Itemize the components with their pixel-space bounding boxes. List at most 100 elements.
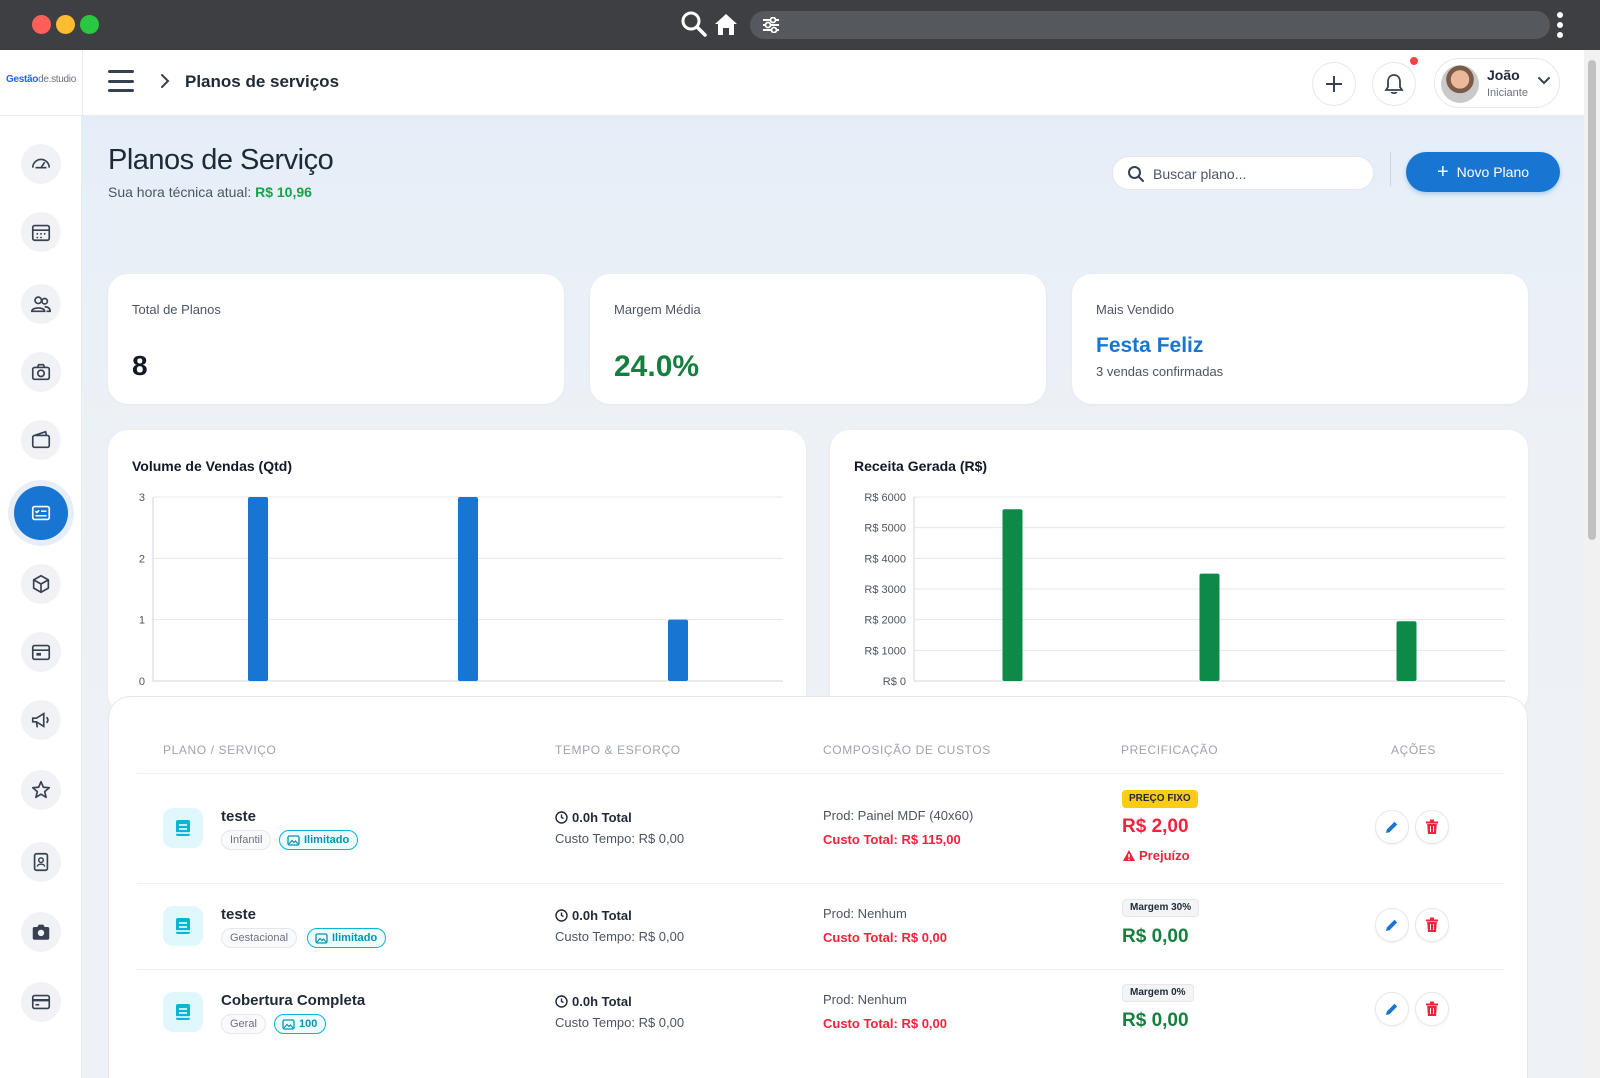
clock-icon xyxy=(555,909,568,922)
delete-button[interactable] xyxy=(1415,908,1449,942)
address-bar[interactable] xyxy=(750,11,1550,39)
trash-icon xyxy=(1426,917,1438,932)
price-value: R$ 0,00 xyxy=(1122,926,1189,947)
delete-button[interactable] xyxy=(1415,810,1449,844)
product-info: Prod: Nenhum xyxy=(823,992,907,1007)
product-info: Prod: Painel MDF (40x60) xyxy=(823,808,974,823)
pencil-icon xyxy=(1386,919,1398,931)
table-row[interactable]: teste Gestacional Ilimitado 0.0h Total C… xyxy=(137,883,1505,969)
sidebar-item-dashboard[interactable] xyxy=(21,144,61,184)
warning-icon xyxy=(1123,850,1135,861)
plus-icon: + xyxy=(1436,161,1449,183)
sidebar-item-gallery[interactable] xyxy=(21,912,61,952)
pricing-badge: Margem 0% xyxy=(1122,984,1194,1002)
browser-search-icon[interactable] xyxy=(680,10,708,38)
plan-book-icon xyxy=(163,808,203,848)
kpi-total-plans: Total de Planos 8 xyxy=(108,274,564,404)
price-value: R$ 2,00 xyxy=(1122,816,1189,837)
scrollbar-thumb[interactable] xyxy=(1588,60,1596,540)
sidebar-item-clients[interactable] xyxy=(21,284,61,324)
camera-filled-icon xyxy=(32,924,50,940)
plan-name: Cobertura Completa xyxy=(221,992,366,1009)
search-input[interactable] xyxy=(1153,163,1363,185)
new-plan-button[interactable]: + Novo Plano xyxy=(1406,152,1560,192)
sidebar-item-profile[interactable] xyxy=(21,842,61,882)
settings-sliders-icon[interactable] xyxy=(762,17,780,33)
credit-card-icon xyxy=(31,994,51,1010)
trash-icon xyxy=(1426,819,1438,834)
close-window-button[interactable] xyxy=(32,15,51,34)
sidebar-item-schedule[interactable] xyxy=(21,632,61,672)
kpi-label: Margem Média xyxy=(614,302,701,317)
image-icon xyxy=(282,1019,295,1030)
y-tick-label: 0 xyxy=(139,676,145,688)
table-row[interactable]: Cobertura Completa Geral 100 0.0h Total … xyxy=(137,969,1505,1055)
notification-dot xyxy=(1408,55,1420,67)
y-tick-label: R$ 0 xyxy=(883,676,906,688)
star-icon xyxy=(31,780,51,799)
minimize-window-button[interactable] xyxy=(56,15,75,34)
table-row[interactable]: teste Infantil Ilimitado 0.0h Total Cust… xyxy=(137,773,1505,883)
kpi-label: Total de Planos xyxy=(132,302,221,317)
col-header-time: TEMPO & ESFORÇO xyxy=(555,743,681,757)
y-tick-label: R$ 5000 xyxy=(864,523,906,535)
notifications-button[interactable] xyxy=(1372,62,1416,106)
col-header-actions: AÇÕES xyxy=(1391,743,1437,757)
kpi-best-seller-name[interactable]: Festa Feliz xyxy=(1096,334,1204,357)
delete-button[interactable] xyxy=(1415,992,1449,1026)
search-box[interactable] xyxy=(1112,156,1374,190)
sidebar-item-products[interactable] xyxy=(21,564,61,604)
header-divider xyxy=(1390,152,1391,186)
col-header-plan: PLANO / SERVIÇO xyxy=(163,743,277,757)
y-tick-label: R$ 4000 xyxy=(864,553,906,565)
sidebar-item-sessions[interactable] xyxy=(21,352,61,392)
revenue-plot: R$ 0 R$ 1000 R$ 2000 R$ 3000 R$ 4000 R$ 5000 R… xyxy=(864,492,1505,688)
page-scrollbar[interactable] xyxy=(1584,50,1600,1078)
camera-icon xyxy=(31,363,51,381)
schedule-icon xyxy=(31,644,51,661)
sidebar-item-service-plans[interactable] xyxy=(14,486,68,540)
pricing-badge: Margem 30% xyxy=(1122,899,1200,917)
megaphone-icon xyxy=(31,712,49,728)
plan-book-icon xyxy=(163,992,203,1032)
breadcrumb-chevron-icon xyxy=(161,74,170,88)
sidebar-item-marketing[interactable] xyxy=(21,700,61,740)
y-tick-label: R$ 2000 xyxy=(864,615,906,627)
limit-tag: 100 xyxy=(274,1014,327,1034)
sales-volume-chart: Volume de Vendas (Qtd) 0 1 2 3 xyxy=(108,430,806,714)
chart-bar xyxy=(668,619,688,681)
edit-button[interactable] xyxy=(1375,992,1409,1026)
time-total: 0.0h Total xyxy=(555,810,632,825)
user-menu[interactable]: João Iniciante xyxy=(1434,58,1560,108)
browser-menu-icon[interactable] xyxy=(1557,12,1563,42)
user-name: João xyxy=(1487,67,1520,83)
clock-icon xyxy=(555,995,568,1008)
edit-button[interactable] xyxy=(1375,810,1409,844)
chart-bar xyxy=(1002,509,1023,681)
browser-home-icon[interactable] xyxy=(712,10,740,38)
time-total: 0.0h Total xyxy=(555,994,632,1009)
kpi-label: Mais Vendido xyxy=(1096,302,1175,317)
product-info: Prod: Nenhum xyxy=(823,906,907,921)
chart-bar xyxy=(458,497,478,681)
cost-total: Custo Total: R$ 115,00 xyxy=(823,832,961,847)
menu-toggle-icon[interactable] xyxy=(108,68,134,94)
trash-icon xyxy=(1426,1001,1438,1016)
y-tick-label: R$ 1000 xyxy=(864,645,906,657)
app-logo[interactable]: Gestãode.studio xyxy=(6,74,76,85)
sidebar-item-finance[interactable] xyxy=(21,420,61,460)
edit-button[interactable] xyxy=(1375,908,1409,942)
price-value: R$ 0,00 xyxy=(1122,1010,1189,1031)
y-tick-label: R$ 6000 xyxy=(864,492,906,504)
sidebar-item-calendar[interactable] xyxy=(21,212,61,252)
tech-hour-rate: Sua hora técnica atual: R$ 10,96 xyxy=(108,184,312,200)
limit-tag: Ilimitado xyxy=(307,928,387,948)
maximize-window-button[interactable] xyxy=(80,15,99,34)
sidebar-item-payments[interactable] xyxy=(21,982,61,1022)
quick-add-button[interactable] xyxy=(1312,62,1356,106)
main-content: Planos de Serviço Sua hora técnica atual… xyxy=(82,116,1584,1078)
calendar-icon xyxy=(31,224,51,242)
time-total: 0.0h Total xyxy=(555,908,632,923)
browser-chrome xyxy=(0,0,1600,50)
sidebar-item-reviews[interactable] xyxy=(21,770,61,810)
